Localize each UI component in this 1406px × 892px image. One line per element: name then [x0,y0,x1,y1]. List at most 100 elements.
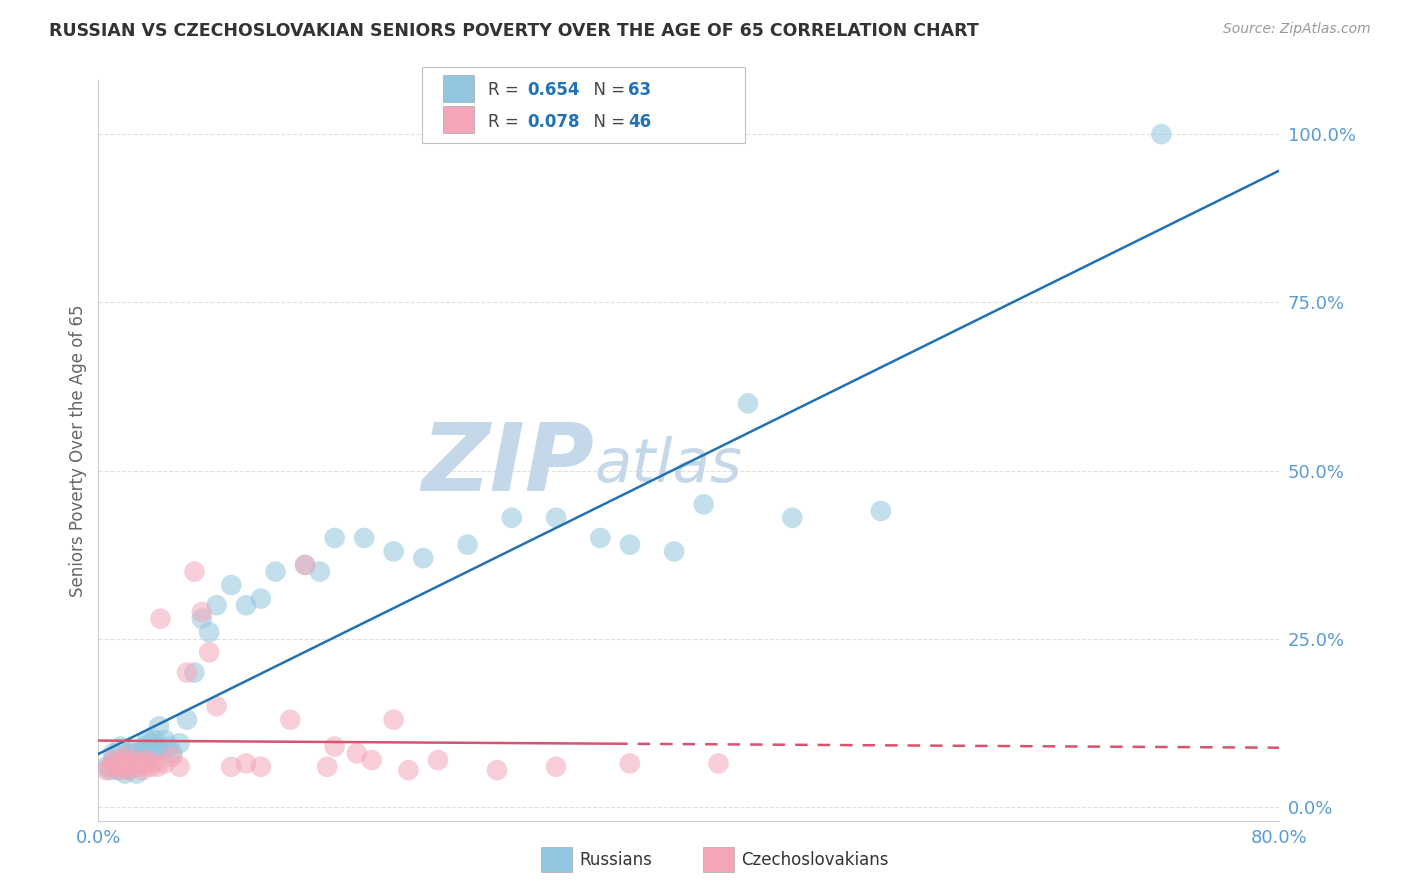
Text: 0.654: 0.654 [527,81,579,99]
Point [250,591,273,606]
Point [117,760,139,774]
Point [114,766,136,780]
Point [589,531,612,545]
Text: N =: N = [583,81,631,99]
Point [132,763,155,777]
Point [112,760,135,774]
Point [111,753,134,767]
Point [110,760,132,774]
Text: Czechoslovakians: Czechoslovakians [741,851,889,869]
Point [124,747,146,761]
Point [176,665,198,680]
Point [198,645,221,659]
Point [114,749,136,764]
Text: RUSSIAN VS CZECHOSLOVAKIAN SENIORS POVERTY OVER THE AGE OF 65 CORRELATION CHART: RUSSIAN VS CZECHOSLOVAKIAN SENIORS POVER… [49,22,979,40]
Point [294,558,316,572]
Point [107,763,129,777]
Point [143,756,166,771]
Point [198,625,221,640]
Point [118,763,141,777]
Point [124,756,146,771]
Point [169,760,191,774]
Point [619,538,641,552]
Point [546,510,568,524]
Point [146,739,169,754]
Point [117,747,139,761]
Point [136,753,159,767]
Point [782,510,804,524]
Point [148,719,170,733]
Point [98,763,121,777]
Point [125,766,148,780]
Point [139,736,162,750]
Point [128,760,150,774]
Text: Russians: Russians [579,851,652,869]
Point [120,753,142,767]
Point [142,747,165,761]
Point [412,551,434,566]
Point [353,531,375,545]
Y-axis label: Seniors Poverty Over the Age of 65: Seniors Poverty Over the Age of 65 [69,304,87,597]
Point [360,753,382,767]
Point [127,756,149,771]
Point [398,763,420,777]
Text: 0.078: 0.078 [527,112,579,130]
Point [105,756,128,771]
Point [110,763,132,777]
Point [136,732,159,747]
Point [235,599,257,613]
Point [107,756,129,771]
Point [309,565,332,579]
Point [162,747,183,761]
Point [664,544,686,558]
Point [105,760,128,774]
Point [294,558,316,572]
Point [98,760,121,774]
Point [250,760,273,774]
Point [127,753,149,767]
Point [103,747,125,761]
Text: 63: 63 [628,81,651,99]
Point [346,747,368,761]
Point [149,743,172,757]
Point [111,753,134,767]
Point [146,760,169,774]
Point [693,497,716,511]
Text: N =: N = [583,112,631,130]
Point [176,713,198,727]
Point [103,753,125,767]
Point [94,760,117,774]
Point [280,713,302,727]
Point [205,599,228,613]
Point [235,756,257,771]
Text: 46: 46 [628,112,651,130]
Text: atlas: atlas [595,436,742,495]
Point [382,544,405,558]
Point [117,756,139,771]
Point [486,763,509,777]
Point [143,732,166,747]
Point [153,732,176,747]
Point [870,504,893,518]
Point [205,699,228,714]
Point [191,605,214,619]
Point [316,760,339,774]
Point [118,763,141,777]
Point [149,612,172,626]
Point [157,739,180,754]
Point [120,760,142,774]
Point [707,756,730,771]
Point [427,753,450,767]
Point [221,760,243,774]
Point [112,756,135,771]
Point [457,538,479,552]
Point [191,612,214,626]
Point [382,713,405,727]
Point [221,578,243,592]
Point [128,756,150,771]
Point [134,739,156,754]
Text: ZIP: ZIP [422,419,595,511]
Text: Source: ZipAtlas.com: Source: ZipAtlas.com [1223,22,1371,37]
Point [619,756,641,771]
Point [124,753,146,767]
